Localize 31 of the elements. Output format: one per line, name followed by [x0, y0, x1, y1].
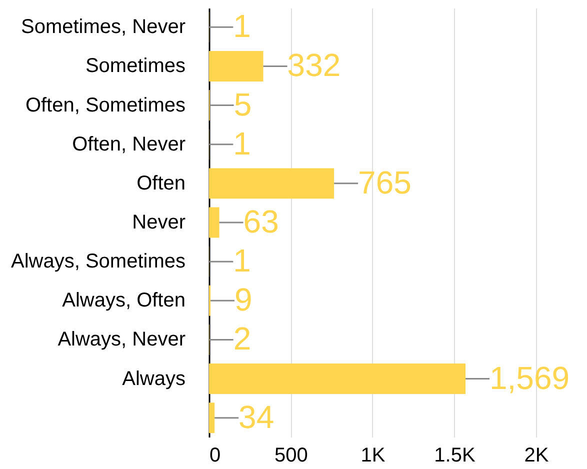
y-tick-label: Always, Sometimes: [11, 250, 186, 273]
y-tick-label: Sometimes, Never: [21, 16, 186, 38]
data-label: 1: [233, 8, 251, 44]
y-tick-label: Always, Often: [62, 290, 186, 312]
data-label: 1: [233, 125, 251, 162]
bar: [209, 207, 220, 238]
bar: [209, 50, 264, 82]
data-label: 63: [243, 204, 279, 240]
bar: [209, 364, 466, 394]
x-tick-label: 2K: [524, 444, 550, 466]
y-tick-label: Often, Never: [72, 133, 186, 156]
y-tick-label: Often, Sometimes: [25, 94, 186, 116]
data-label: 1: [233, 242, 251, 279]
y-tick-label: Always: [122, 368, 186, 390]
y-tick-label: Sometimes: [85, 55, 186, 78]
y-tick-label: Never: [132, 212, 186, 234]
data-label: 34: [238, 398, 274, 435]
bar: [209, 168, 334, 199]
data-label: 9: [234, 282, 252, 318]
data-label: 765: [358, 164, 412, 200]
y-tick-label: Often: [136, 172, 186, 194]
x-tick-label: 1K: [360, 444, 386, 466]
data-label: 332: [287, 47, 341, 84]
y-tick-label: Always, Never: [58, 328, 186, 351]
data-label: 1,569: [489, 360, 570, 396]
x-tick-label: 500: [274, 444, 308, 466]
x-tick-label: 1.5K: [434, 444, 476, 466]
x-tick-label: 0: [210, 444, 221, 466]
bar: [209, 402, 215, 434]
data-label: 2: [233, 320, 252, 357]
data-label: 5: [234, 86, 252, 122]
